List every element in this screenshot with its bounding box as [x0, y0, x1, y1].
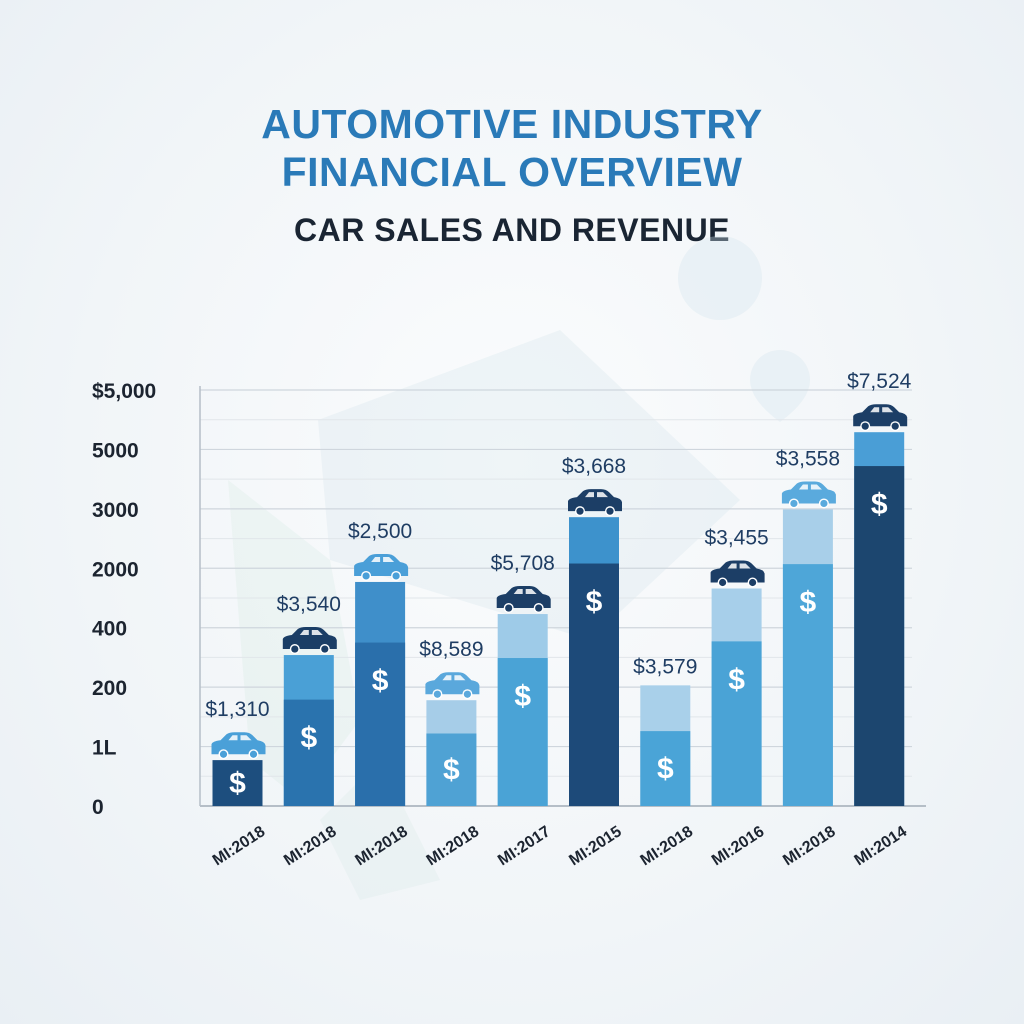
bar-group: $ $3,579 — [633, 655, 697, 806]
bar-base-segment — [355, 642, 406, 806]
value-label: $3,540 — [277, 593, 341, 616]
bar-base-segment — [283, 699, 334, 806]
bar-group: $ $3,558 — [776, 447, 840, 806]
y-tick-label: 1L — [92, 737, 117, 760]
bar-base-segment — [426, 733, 477, 806]
value-label: $7,524 — [847, 370, 912, 393]
value-label: $3,668 — [562, 455, 626, 478]
car-icon — [710, 560, 765, 588]
y-tick-label: $5,000 — [92, 380, 156, 403]
bar-base-segment — [640, 731, 691, 806]
value-label: $8,589 — [419, 638, 483, 661]
value-label: $3,579 — [633, 655, 697, 678]
x-tick-label: MI:2018 — [210, 823, 269, 869]
y-tick-label: 2000 — [92, 558, 139, 581]
dollar-sign-icon: $ — [657, 753, 674, 786]
bar-base-segment — [212, 760, 263, 806]
bar-group: $ $3,455 — [704, 526, 769, 806]
value-label: $1,310 — [205, 698, 269, 721]
x-axis-labels: MI:2018 MI:2018 MI:2018 MI:2018 MI:2017 MI:20… — [210, 823, 910, 869]
bar-group: $ $8,589 — [419, 638, 484, 806]
y-tick-label: 400 — [92, 618, 127, 641]
dollar-sign-icon: $ — [372, 665, 389, 698]
y-axis-ticks: $5,000 5000 3000 2000 400 200 1L 0 — [92, 380, 156, 819]
car-icon — [853, 404, 908, 432]
y-tick-label: 200 — [92, 677, 127, 700]
title-line-1: AUTOMOTIVE INDUSTRY — [261, 101, 763, 147]
x-tick-label: MI:2018 — [638, 823, 697, 869]
value-label: $3,455 — [704, 526, 768, 549]
title-line-2: FINANCIAL OVERVIEW — [281, 149, 743, 195]
bar-base-segment — [497, 658, 548, 806]
x-tick-label: MI:2015 — [566, 823, 625, 869]
x-tick-label: MI:2018 — [281, 823, 340, 869]
chart-subtitle: CAR SALES AND REVENUE — [293, 212, 731, 248]
x-tick-label: MI:2018 — [424, 823, 483, 869]
bar-group: $ $7,524 — [847, 370, 912, 806]
y-tick-label: 0 — [92, 796, 104, 819]
value-label: $5,708 — [491, 552, 555, 575]
dollar-sign-icon: $ — [728, 663, 745, 696]
y-tick-label: 5000 — [92, 439, 139, 462]
bar-group: $ $1,310 — [205, 698, 270, 806]
y-tick-label: 3000 — [92, 499, 139, 522]
value-label: $3,558 — [776, 447, 840, 470]
dollar-sign-icon: $ — [300, 722, 317, 755]
value-label: $2,500 — [348, 520, 412, 543]
car-icon — [354, 553, 409, 581]
bar-group: $ $3,668 — [562, 455, 626, 806]
car-icon — [282, 627, 337, 655]
dollar-sign-icon: $ — [229, 767, 246, 800]
bar-group: $ $5,708 — [491, 552, 555, 806]
car-icon — [568, 489, 622, 517]
dollar-sign-icon: $ — [586, 586, 603, 619]
bars: $ $1,310 $ $3,540 $ $2,500 $ $8,589 $ $5,708 $ $3,6… — [205, 370, 912, 806]
x-tick-label: MI:2014 — [852, 823, 911, 869]
dollar-sign-icon: $ — [800, 586, 817, 619]
bar-group: $ $3,540 — [277, 593, 341, 806]
car-icon — [496, 586, 551, 614]
car-icon — [781, 481, 836, 509]
x-tick-label: MI:2016 — [709, 823, 768, 869]
bar-base-segment — [854, 466, 905, 806]
bar-base-segment — [711, 641, 762, 806]
x-tick-label: MI:2017 — [495, 823, 554, 869]
dollar-sign-icon: $ — [443, 754, 460, 787]
bar-base-segment — [569, 563, 619, 806]
dollar-sign-icon: $ — [871, 488, 888, 521]
bar-group: $ $2,500 — [348, 520, 412, 806]
car-icon — [425, 672, 480, 700]
car-icon — [211, 732, 266, 760]
bar-base-segment — [782, 564, 833, 806]
dollar-sign-icon: $ — [514, 680, 531, 713]
chart-title: AUTOMOTIVE INDUSTRY FINANCIAL OVERVIEW — [0, 100, 1024, 196]
background-decoration — [228, 236, 810, 900]
x-tick-label: MI:2018 — [780, 823, 839, 869]
